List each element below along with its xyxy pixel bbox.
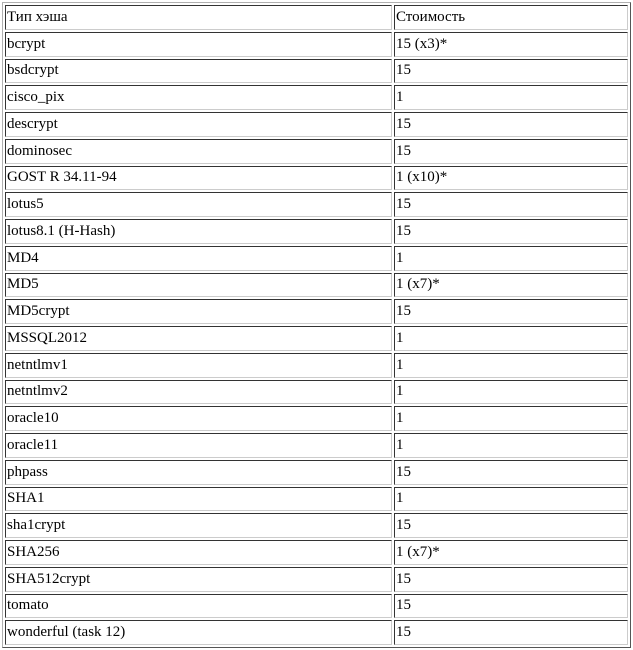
hash-type-cell: MD4 [5, 245, 392, 271]
table-row: cisco_pix 1 [5, 85, 628, 110]
cost-cell: 15 [394, 513, 628, 538]
hash-type-cell: phpass [5, 459, 392, 485]
table-row: SHA1 1 [5, 486, 628, 512]
hash-type-cell: SHA256 [5, 540, 392, 565]
table-row: sha1crypt 15 [5, 513, 628, 538]
cost-cell: 1 (x7)* [394, 540, 628, 565]
table-row: dominosec 15 [5, 138, 628, 164]
table-row: SHA256 1 (x7)* [5, 540, 628, 565]
table-row: MSSQL2012 1 [5, 326, 628, 351]
cost-cell: 15 [394, 566, 628, 592]
hash-type-cell: wonderful (task 12) [5, 620, 392, 645]
table-row: lotus8.1 (H-Hash) 15 [5, 219, 628, 244]
hash-type-cell: dominosec [5, 138, 392, 164]
cost-cell: 1 [394, 85, 628, 110]
cost-cell: 15 [394, 219, 628, 244]
cost-cell: 15 [394, 138, 628, 164]
cost-cell: 15 [394, 192, 628, 217]
table-row: bcrypt 15 (x3)* [5, 31, 628, 57]
cost-cell: 15 [394, 58, 628, 84]
cost-cell: 1 [394, 379, 628, 405]
cost-cell: 1 [394, 326, 628, 351]
header-cost: Стоимость [394, 5, 628, 30]
hash-type-cell: bcrypt [5, 31, 392, 57]
table-row: GOST R 34.11-94 1 (x10)* [5, 165, 628, 191]
header-hash-type: Тип хэша [5, 5, 392, 30]
cost-cell: 1 [394, 352, 628, 378]
hash-type-cell: tomato [5, 593, 392, 619]
table-row: MD5 1 (x7)* [5, 272, 628, 298]
table-row: netntlmv1 1 [5, 352, 628, 378]
table-row: lotus5 15 [5, 192, 628, 217]
cost-cell: 15 [394, 593, 628, 619]
hash-type-cell: descrypt [5, 112, 392, 137]
table-row: MD5crypt 15 [5, 299, 628, 324]
hash-type-cell: oracle11 [5, 433, 392, 458]
cost-cell: 1 [394, 486, 628, 512]
table-row: descrypt 15 [5, 112, 628, 137]
cost-cell: 1 (x10)* [394, 165, 628, 191]
hash-type-cell: GOST R 34.11-94 [5, 165, 392, 191]
table-row: MD4 1 [5, 245, 628, 271]
hash-type-cell: netntlmv1 [5, 352, 392, 378]
cost-cell: 1 [394, 433, 628, 458]
table-row: bsdcrypt 15 [5, 58, 628, 84]
table-row: tomato 15 [5, 593, 628, 619]
cost-cell: 1 [394, 406, 628, 431]
table-row: netntlmv2 1 [5, 379, 628, 405]
cost-cell: 1 [394, 245, 628, 271]
cost-cell: 1 (x7)* [394, 272, 628, 298]
table-row: SHA512crypt 15 [5, 566, 628, 592]
cost-cell: 15 [394, 620, 628, 645]
cost-cell: 15 [394, 459, 628, 485]
header-row: Тип хэша Стоимость [5, 5, 628, 30]
hash-type-cell: lotus8.1 (H-Hash) [5, 219, 392, 244]
hash-type-cell: cisco_pix [5, 85, 392, 110]
hash-type-cell: MD5crypt [5, 299, 392, 324]
hash-type-cell: SHA1 [5, 486, 392, 512]
cost-cell: 15 [394, 299, 628, 324]
hash-type-cell: netntlmv2 [5, 379, 392, 405]
hash-type-cell: lotus5 [5, 192, 392, 217]
hash-type-cell: bsdcrypt [5, 58, 392, 84]
table-row: oracle10 1 [5, 406, 628, 431]
hash-type-cell: sha1crypt [5, 513, 392, 538]
hash-type-cell: oracle10 [5, 406, 392, 431]
table-row: oracle11 1 [5, 433, 628, 458]
table-row: wonderful (task 12) 15 [5, 620, 628, 645]
cost-cell: 15 [394, 112, 628, 137]
table-row: phpass 15 [5, 459, 628, 485]
hash-type-cell: MSSQL2012 [5, 326, 392, 351]
hash-type-cell: SHA512crypt [5, 566, 392, 592]
hash-type-cell: MD5 [5, 272, 392, 298]
cost-cell: 15 (x3)* [394, 31, 628, 57]
